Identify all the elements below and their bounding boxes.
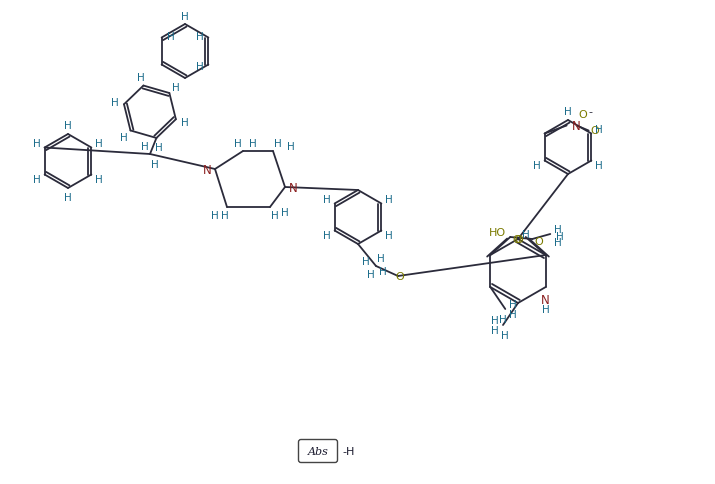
Text: H: H xyxy=(195,62,203,72)
Text: H: H xyxy=(221,211,229,221)
Text: O: O xyxy=(591,126,599,136)
Text: HO: HO xyxy=(488,227,506,238)
Text: H: H xyxy=(274,139,282,149)
Text: N: N xyxy=(571,120,581,133)
Text: H: H xyxy=(167,31,174,42)
Text: H: H xyxy=(596,161,603,171)
Text: O: O xyxy=(395,272,405,281)
Text: H: H xyxy=(509,309,517,319)
Text: H: H xyxy=(501,330,509,340)
Text: H: H xyxy=(120,133,128,142)
Text: H: H xyxy=(271,211,279,221)
Text: -: - xyxy=(588,107,593,117)
Text: H: H xyxy=(181,12,189,22)
Text: H: H xyxy=(385,230,393,241)
Text: N: N xyxy=(202,163,212,176)
Text: H: H xyxy=(151,160,159,170)
Text: H: H xyxy=(112,98,119,107)
Text: H: H xyxy=(95,175,103,184)
Text: H: H xyxy=(154,142,162,152)
Text: H: H xyxy=(234,139,242,149)
Text: H: H xyxy=(491,316,499,325)
Text: N: N xyxy=(289,181,297,194)
Text: H: H xyxy=(95,139,103,149)
Text: Abs: Abs xyxy=(307,446,328,456)
Text: H: H xyxy=(172,83,179,92)
Text: H: H xyxy=(377,254,385,263)
Text: H: H xyxy=(385,195,393,205)
Text: H: H xyxy=(287,142,295,151)
Text: -H: -H xyxy=(342,446,355,456)
Text: H: H xyxy=(64,193,72,203)
Text: H: H xyxy=(195,31,203,42)
Text: H: H xyxy=(33,175,41,184)
Text: H: H xyxy=(137,73,145,83)
Text: O: O xyxy=(534,237,543,246)
Text: H: H xyxy=(491,325,499,335)
Text: H: H xyxy=(379,267,387,276)
Text: H: H xyxy=(33,139,41,149)
Text: H: H xyxy=(64,121,72,131)
Text: H: H xyxy=(181,118,188,127)
Text: H: H xyxy=(281,208,289,217)
Text: H: H xyxy=(323,230,331,241)
Text: H: H xyxy=(533,161,541,171)
Text: H: H xyxy=(509,300,517,309)
Text: H: H xyxy=(542,304,550,314)
Text: H: H xyxy=(367,270,375,279)
Text: H: H xyxy=(556,231,564,242)
Text: H: H xyxy=(499,314,507,324)
Text: H: H xyxy=(249,139,257,149)
Text: O: O xyxy=(578,109,587,119)
Text: H: H xyxy=(596,125,603,135)
Text: H: H xyxy=(564,107,572,117)
Text: H: H xyxy=(522,229,530,240)
Text: H: H xyxy=(323,195,331,205)
Text: H: H xyxy=(141,142,149,151)
Text: H: H xyxy=(211,211,219,221)
Text: N: N xyxy=(541,293,550,306)
Text: O: O xyxy=(512,235,521,244)
Text: H: H xyxy=(554,225,562,235)
Text: H: H xyxy=(362,257,370,267)
Text: O: O xyxy=(514,235,523,244)
Text: H: H xyxy=(554,238,562,247)
FancyBboxPatch shape xyxy=(298,439,337,463)
